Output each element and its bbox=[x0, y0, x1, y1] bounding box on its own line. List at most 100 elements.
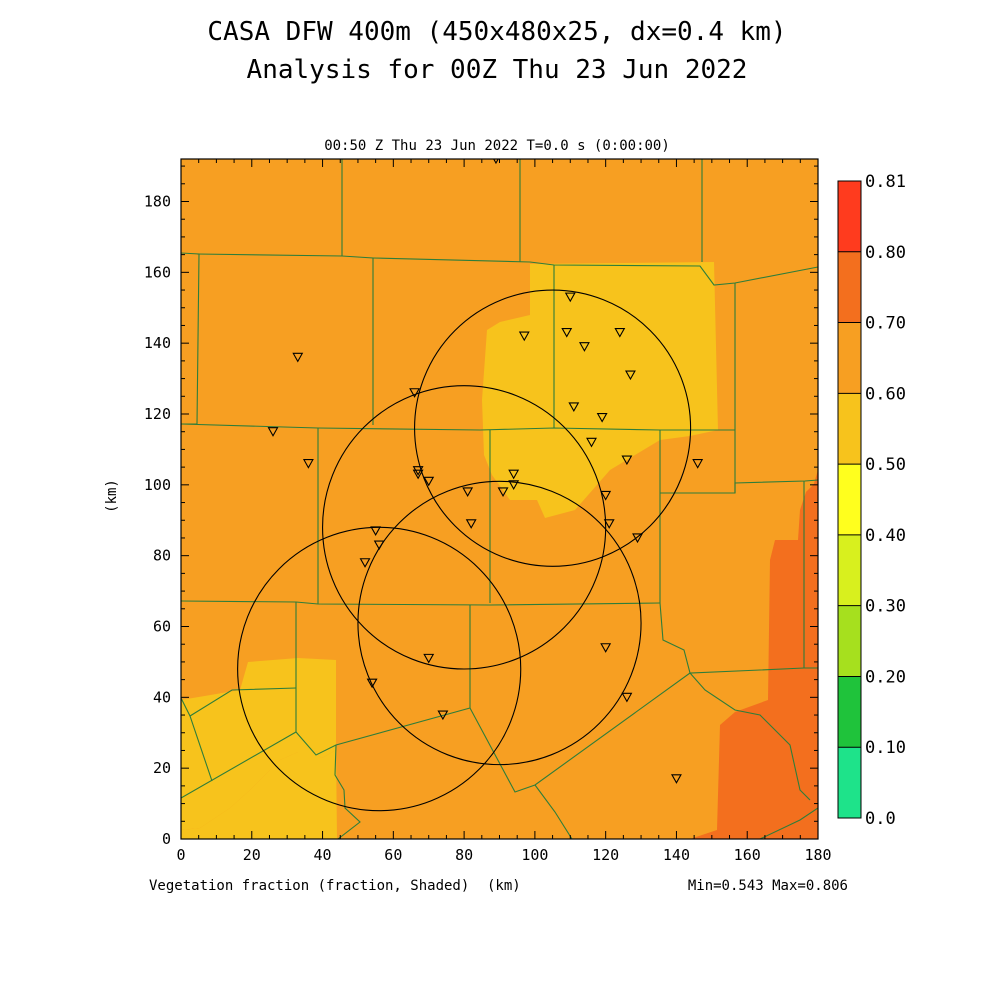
y-tick-label: 140 bbox=[144, 334, 171, 352]
x-tick-label: 160 bbox=[734, 846, 761, 864]
county-line bbox=[196, 253, 374, 425]
site-marker bbox=[497, 487, 509, 498]
y-tick-label: 60 bbox=[153, 618, 171, 636]
site-marker bbox=[518, 331, 530, 342]
x-tick-label: 140 bbox=[663, 846, 690, 864]
site-marker bbox=[603, 519, 615, 529]
site-marker bbox=[586, 437, 597, 448]
site-marker bbox=[462, 487, 474, 498]
range-ring bbox=[414, 289, 692, 567]
field-description: Vegetation fraction (fraction, Shaded) bbox=[149, 878, 469, 894]
site-marker bbox=[561, 327, 573, 338]
y-tick-label: 100 bbox=[144, 476, 171, 494]
site-marker bbox=[409, 388, 421, 398]
y-axis-label: (km) bbox=[104, 479, 120, 513]
colorbar-label: 0.81 bbox=[865, 172, 906, 192]
colorbar-swatch bbox=[838, 181, 861, 252]
site-marker bbox=[292, 352, 304, 363]
colorbar-swatch bbox=[838, 747, 861, 818]
y-tick-label: 120 bbox=[144, 405, 171, 423]
site-marker bbox=[600, 490, 612, 501]
site-marker bbox=[568, 402, 580, 413]
site-marker bbox=[370, 526, 382, 536]
site-marker bbox=[692, 459, 704, 469]
site-marker bbox=[366, 678, 378, 689]
site-marker bbox=[465, 519, 477, 529]
county-line bbox=[181, 600, 661, 606]
x-tick-label: 60 bbox=[384, 846, 402, 864]
x-axis-label: (km) bbox=[487, 878, 521, 894]
site-marker bbox=[596, 412, 608, 423]
x-tick-label: 80 bbox=[455, 846, 473, 864]
y-tick-label: 40 bbox=[153, 688, 171, 706]
field-region-055-060-southwest-bottom bbox=[181, 750, 337, 839]
colorbar-label: 0.20 bbox=[865, 667, 906, 687]
x-tick-label: 120 bbox=[592, 846, 619, 864]
colorbar-swatch bbox=[838, 464, 861, 535]
colorbar-label: 0.40 bbox=[865, 526, 906, 546]
colorbar-label: 0.30 bbox=[865, 597, 906, 617]
x-axis: 0 20 40 60 80 100 120 140 160 180 bbox=[176, 159, 832, 864]
site-marker bbox=[621, 455, 633, 466]
colorbar-label: 0.60 bbox=[865, 384, 906, 404]
site-marker bbox=[564, 292, 576, 303]
site-marker bbox=[508, 469, 520, 480]
y-tick-label: 0 bbox=[162, 830, 171, 848]
site-marker bbox=[423, 653, 435, 664]
x-tick-label: 20 bbox=[243, 846, 261, 864]
x-tick-label: 100 bbox=[521, 846, 548, 864]
field-region-070-080-southeast bbox=[690, 480, 818, 839]
colorbar-swatch bbox=[838, 676, 861, 748]
colorbar-label: 0.80 bbox=[865, 243, 906, 263]
site-marker bbox=[373, 540, 385, 551]
shaded-field bbox=[181, 159, 818, 839]
range-ring bbox=[322, 385, 607, 670]
chart-title: CASA DFW 400m (450x480x25, dx=0.4 km) bbox=[207, 17, 786, 47]
colorbar-label: 0.70 bbox=[865, 314, 906, 334]
plot-time-label: 00:50 Z Thu 23 Jun 2022 T=0.0 s (0:00:00… bbox=[324, 138, 670, 154]
county-line bbox=[759, 807, 818, 839]
y-tick-label: 20 bbox=[153, 759, 171, 777]
site-marker bbox=[614, 327, 626, 338]
colorbar: 0.81 0.80 0.70 0.60 0.50 0.40 0.30 0.20 0.10 0.0 bbox=[837, 172, 906, 829]
county-line bbox=[334, 744, 361, 839]
site-marker bbox=[267, 427, 279, 437]
colorbar-swatch bbox=[838, 534, 861, 606]
site-marker bbox=[632, 533, 643, 544]
site-marker bbox=[600, 643, 612, 653]
colorbar-swatch bbox=[838, 322, 861, 394]
y-tick-label: 80 bbox=[153, 547, 171, 565]
chart-subtitle: Analysis for 00Z Thu 23 Jun 2022 bbox=[247, 55, 748, 85]
site-markers bbox=[267, 159, 704, 784]
site-marker bbox=[621, 692, 633, 703]
site-marker bbox=[671, 774, 682, 784]
field-region-055-060-north bbox=[482, 262, 718, 518]
field-region-070-080-east-strip bbox=[806, 470, 818, 492]
county-line bbox=[660, 479, 818, 494]
site-marker bbox=[578, 342, 590, 352]
colorbar-label: 0.10 bbox=[865, 738, 906, 758]
colorbar-label: 0.0 bbox=[865, 809, 896, 829]
site-marker bbox=[508, 480, 520, 490]
x-tick-label: 0 bbox=[176, 846, 185, 864]
site-marker bbox=[423, 476, 435, 487]
county-line bbox=[534, 784, 573, 839]
county-line bbox=[659, 602, 805, 674]
y-axis: 0 20 40 60 80 100 120 140 160 180 bbox=[144, 165, 818, 848]
y-tick-label: 180 bbox=[144, 193, 171, 211]
range-ring bbox=[357, 480, 642, 766]
site-marker bbox=[302, 459, 314, 469]
colorbar-swatch bbox=[838, 251, 861, 323]
county-boundaries bbox=[181, 159, 818, 839]
site-marker bbox=[437, 710, 449, 721]
x-tick-label: 180 bbox=[804, 846, 831, 864]
site-marker bbox=[624, 370, 636, 381]
site-marker bbox=[412, 469, 424, 480]
county-line bbox=[189, 687, 297, 717]
min-max-label: Min=0.543 Max=0.806 bbox=[688, 878, 848, 894]
site-marker bbox=[359, 558, 371, 568]
colorbar-frame bbox=[837, 180, 862, 819]
x-tick-label: 40 bbox=[314, 846, 332, 864]
colorbar-label: 0.50 bbox=[865, 455, 906, 475]
